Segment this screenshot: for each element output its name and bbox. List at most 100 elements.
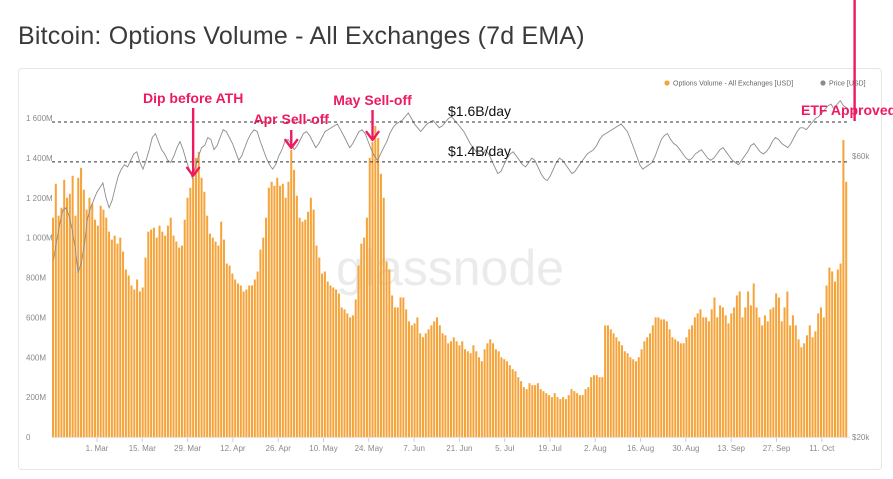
- bar-85: [290, 149, 293, 437]
- bar-275: [822, 317, 825, 438]
- bar-147: [464, 349, 467, 437]
- y-tick-label-8: 1 600M: [26, 114, 53, 123]
- bar-146: [461, 341, 464, 437]
- bar-282: [842, 139, 845, 437]
- bar-16: [96, 225, 99, 437]
- bar-115: [374, 125, 377, 437]
- bar-191: [587, 387, 590, 437]
- bar-228: [691, 325, 694, 437]
- bar-232: [702, 317, 705, 438]
- bar-1: [54, 183, 57, 437]
- bar-162: [506, 361, 509, 437]
- x-tick-label-15: 27. Sep: [763, 444, 791, 453]
- bar-38: [158, 225, 161, 437]
- y-tick-label-5: 1 000M: [26, 234, 53, 243]
- annotation-arrowhead-0: [185, 166, 201, 178]
- bar-2: [57, 215, 60, 437]
- bar-116: [377, 137, 380, 437]
- bar-67: [239, 285, 242, 437]
- bar-4: [63, 179, 66, 437]
- x-tick-label-11: 2. Aug: [584, 444, 607, 453]
- bar-65: [234, 279, 237, 437]
- bar-255: [766, 321, 769, 437]
- bar-204: [623, 351, 626, 437]
- annotation-label-1: Apr Sell-off: [254, 111, 330, 127]
- bar-98: [326, 281, 329, 437]
- bar-280: [836, 269, 839, 437]
- bar-186: [573, 391, 576, 437]
- bar-264: [791, 315, 794, 437]
- bar-236: [713, 297, 716, 437]
- bar-13: [88, 197, 91, 437]
- bar-177: [548, 395, 551, 437]
- bar-164: [511, 369, 514, 437]
- bar-134: [427, 329, 430, 437]
- bar-36: [152, 227, 155, 437]
- bar-192: [590, 377, 593, 437]
- bar-20: [108, 231, 111, 437]
- bar-197: [604, 325, 607, 437]
- bar-28: [130, 285, 133, 437]
- bar-80: [276, 177, 279, 437]
- bar-165: [514, 371, 517, 437]
- bar-258: [775, 293, 778, 437]
- bar-213: [649, 333, 652, 437]
- bar-76: [265, 217, 268, 437]
- bar-237: [716, 317, 719, 438]
- bar-253: [761, 325, 764, 437]
- bar-100: [332, 287, 335, 437]
- y-right-tick-1: $60k: [852, 152, 870, 161]
- bar-145: [458, 345, 461, 437]
- bar-18: [102, 209, 105, 437]
- bar-5: [66, 197, 69, 437]
- bar-66: [236, 283, 240, 437]
- bar-33: [144, 257, 147, 437]
- bar-105: [346, 313, 349, 437]
- bar-17: [99, 205, 102, 437]
- bar-132: [421, 337, 424, 437]
- bar-0: [52, 217, 55, 437]
- bar-153: [480, 361, 483, 437]
- x-tick-label-5: 10. May: [309, 444, 337, 453]
- bar-210: [640, 349, 643, 437]
- bar-19: [105, 217, 108, 437]
- bar-187: [576, 393, 579, 437]
- bar-233: [705, 317, 708, 438]
- bar-155: [486, 343, 489, 437]
- bar-205: [626, 353, 629, 437]
- bar-96: [321, 273, 324, 437]
- x-tick-label-14: 13. Sep: [717, 444, 745, 453]
- bar-223: [677, 341, 680, 437]
- y-tick-label-7: 1 400M: [26, 154, 53, 163]
- legend-label-price: Price [USD]: [829, 81, 866, 88]
- bar-81: [279, 185, 282, 437]
- bar-174: [539, 389, 542, 437]
- bar-273: [817, 313, 820, 437]
- bar-211: [643, 341, 646, 437]
- bar-270: [808, 325, 811, 437]
- bar-195: [598, 377, 601, 437]
- bar-268: [803, 343, 806, 437]
- bar-140: [444, 335, 447, 437]
- x-tick-label-16: 11. Oct: [809, 444, 835, 453]
- bar-139: [441, 333, 444, 437]
- bar-246: [741, 317, 744, 438]
- bar-141: [447, 343, 450, 437]
- bar-159: [497, 351, 500, 437]
- bar-220: [668, 329, 671, 437]
- bar-269: [805, 335, 808, 437]
- y-tick-label-2: 400M: [26, 353, 46, 362]
- bar-198: [606, 325, 609, 437]
- bar-167: [520, 381, 523, 437]
- bar-82: [281, 183, 284, 437]
- bar-60: [220, 221, 223, 437]
- bar-256: [769, 309, 772, 437]
- x-tick-label-6: 24. May: [355, 444, 383, 453]
- bar-184: [567, 395, 570, 437]
- bar-129: [413, 323, 416, 437]
- bar-227: [688, 329, 691, 437]
- bar-239: [721, 307, 724, 437]
- bar-54: [203, 191, 206, 437]
- bar-51: [194, 157, 197, 438]
- y-axis-right: $20k $60k: [852, 152, 870, 442]
